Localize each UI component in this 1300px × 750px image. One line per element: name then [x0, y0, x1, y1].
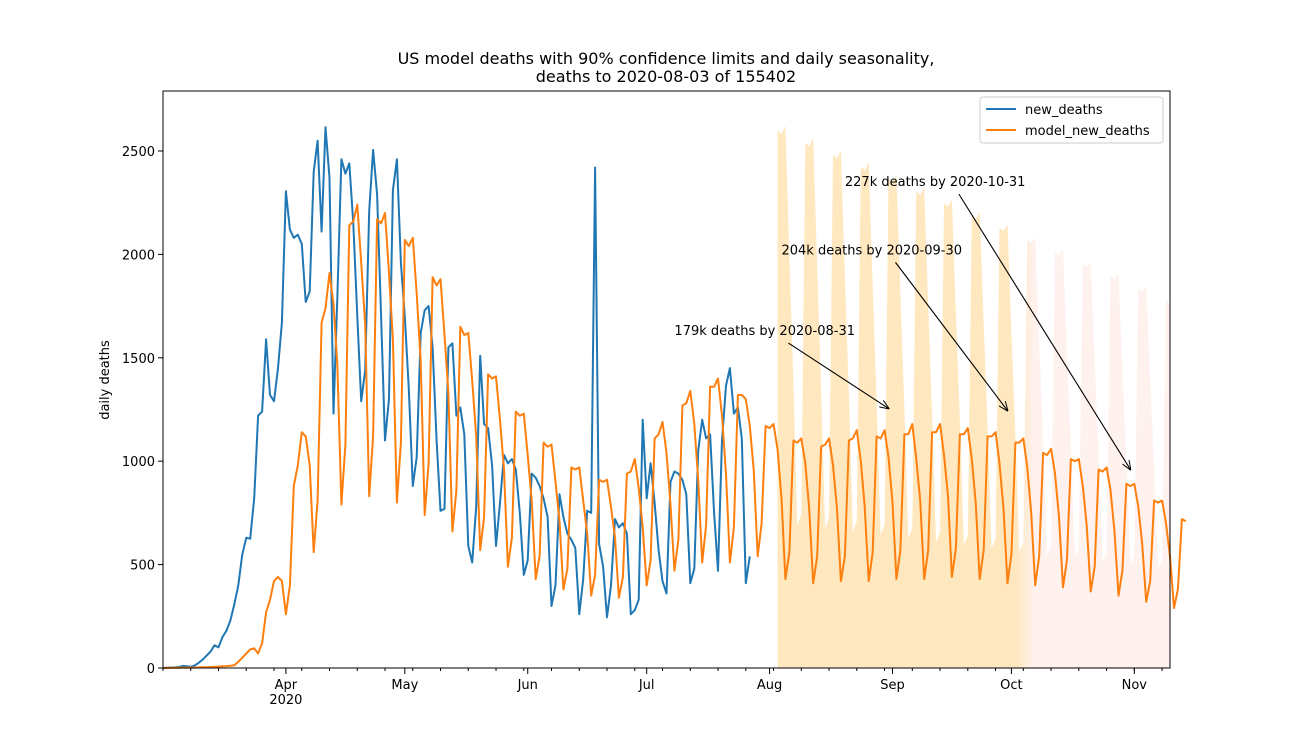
y-axis: 0 500 1000 1500 2000 2500 [122, 145, 163, 677]
y-tick-label: 1000 [122, 455, 155, 470]
x-tick-label: Jun [517, 678, 538, 693]
legend-box [979, 96, 1164, 144]
x-tick-label: Oct [1000, 678, 1022, 693]
x-tick-year-label: 2020 [269, 693, 302, 708]
y-tick-label: 0 [147, 662, 155, 677]
x-tick-label: Aug [757, 678, 782, 693]
legend: new_deaths model_new_deaths [979, 96, 1164, 144]
annotation-text: 227k deaths by 2020-10-31 [845, 175, 1026, 190]
annotation-text: 179k deaths by 2020-08-31 [674, 324, 855, 339]
y-tick-label: 2500 [122, 145, 155, 160]
annotation-arrow [958, 193, 1130, 469]
legend-model-new-deaths-label: model_new_deaths [1025, 124, 1150, 139]
x-tick-label: Sep [880, 678, 905, 693]
plot-area-frame [162, 90, 1171, 669]
annotation-arrow [788, 342, 888, 408]
chart-title-line2: deaths to 2020-08-03 of 155402 [536, 67, 796, 86]
y-tick-label: 500 [130, 559, 155, 574]
annotation-layer: 179k deaths by 2020-08-31 204k deaths by … [674, 175, 1130, 469]
series-line-model-new-deaths [163, 203, 1187, 669]
x-tick-label: Nov [1122, 678, 1148, 693]
x-tick-label: Apr [275, 678, 298, 693]
confidence-band-layer [777, 125, 1170, 669]
chart-title-line1: US model deaths with 90% confidence limi… [398, 49, 935, 68]
legend-new-deaths-label: new_deaths [1025, 103, 1103, 118]
y-tick-label: 2000 [122, 248, 155, 263]
confidence-band-area [777, 125, 1170, 669]
series-layer [162, 126, 1187, 669]
series-line-new-deaths [162, 126, 751, 669]
y-tick-label: 1500 [122, 352, 155, 367]
x-tick-label: Jul [638, 678, 655, 693]
x-tick-label: May [391, 678, 418, 693]
annotation-arrow [895, 262, 1007, 410]
y-axis-label: daily deaths [98, 340, 113, 420]
annotation-text: 204k deaths by 2020-09-30 [781, 243, 962, 258]
